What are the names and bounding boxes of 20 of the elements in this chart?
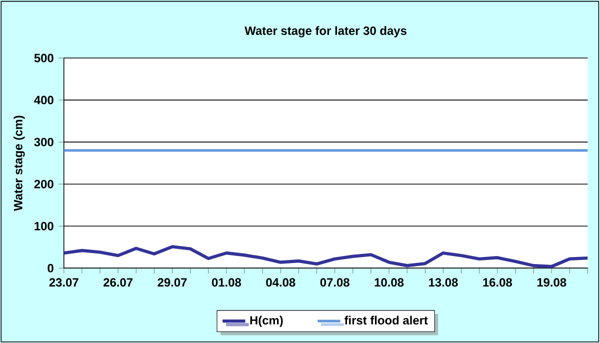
y-tick-label: 200 <box>34 180 54 188</box>
y-tick-label: 400 <box>34 96 54 104</box>
x-tick-label: 16.08 <box>483 278 512 287</box>
x-tick-label: 29.07 <box>158 278 187 287</box>
x-tick-label: 13.08 <box>429 278 458 287</box>
x-tick-label: 19.08 <box>537 278 566 287</box>
legend-label: H(cm) <box>250 316 283 327</box>
y-axis-title: Water stage (cm) <box>14 116 25 212</box>
x-tick-label: 10.08 <box>374 278 404 287</box>
y-tick-label: 0 <box>48 264 54 272</box>
x-tick-label: 04.08 <box>266 278 296 287</box>
x-tick-label: 26.07 <box>104 278 132 287</box>
y-tick-label: 300 <box>34 138 54 146</box>
x-tick-label: 01.08 <box>212 278 242 287</box>
legend-label: first flood alert <box>344 316 428 325</box>
y-tick-label: 500 <box>34 54 54 62</box>
chart-title: Water stage for later 30 days <box>244 26 406 38</box>
x-tick-label: 23.07 <box>49 278 78 287</box>
x-tick-label: 07.08 <box>320 278 350 287</box>
y-tick-label: 100 <box>34 222 54 230</box>
